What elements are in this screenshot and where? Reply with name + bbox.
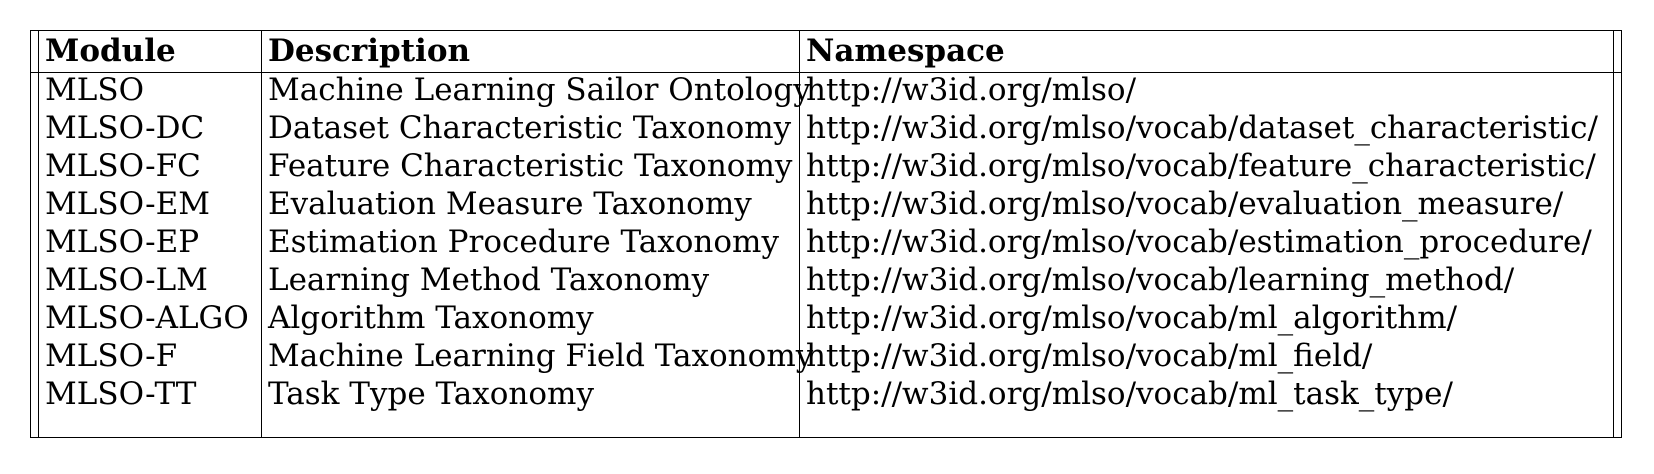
- cell-module: MLSO-F: [45, 338, 178, 374]
- cell-description: Machine Learning Sailor Ontology: [268, 72, 811, 108]
- cell-module: MLSO-FC: [45, 148, 201, 184]
- cell-module: MLSO-LM: [45, 262, 208, 298]
- cell-namespace: http://w3id.org/mlso/vocab/ml_task_type/: [806, 376, 1453, 412]
- table-right-outer-rule: [1621, 31, 1622, 437]
- cell-namespace: http://w3id.org/mlso/vocab/estimation_pr…: [806, 224, 1592, 260]
- cell-description: Estimation Procedure Taxonomy: [268, 224, 779, 260]
- cell-namespace: http://w3id.org/mlso/vocab/learning_meth…: [806, 262, 1515, 298]
- cell-module: MLSO-ALGO: [45, 300, 249, 336]
- header-module: Module: [45, 33, 176, 69]
- table-left-inner-rule: [38, 31, 39, 437]
- cell-module: MLSO-EP: [45, 224, 200, 260]
- cell-namespace: http://w3id.org/mlso/vocab/ml_field/: [806, 338, 1373, 374]
- cell-namespace: http://w3id.org/mlso/vocab/evaluation_me…: [806, 186, 1564, 222]
- cell-description: Feature Characteristic Taxonomy: [268, 148, 793, 184]
- header-description: Description: [268, 33, 471, 69]
- cell-module: MLSO-TT: [45, 376, 197, 412]
- cell-description: Evaluation Measure Taxonomy: [268, 186, 752, 222]
- cell-namespace: http://w3id.org/mlso/: [806, 72, 1137, 108]
- table-right-inner-rule: [1613, 31, 1614, 437]
- cell-module: MLSO: [45, 72, 144, 108]
- cell-description: Machine Learning Field Taxonomy: [268, 338, 814, 374]
- cell-namespace: http://w3id.org/mlso/vocab/dataset_chara…: [806, 110, 1598, 146]
- cell-module: MLSO-EM: [45, 186, 210, 222]
- column-divider-module-description: [261, 31, 262, 437]
- table-left-outer-rule: [30, 31, 31, 437]
- cell-namespace: http://w3id.org/mlso/vocab/ml_algorithm/: [806, 300, 1458, 336]
- cell-description: Learning Method Taxonomy: [268, 262, 710, 298]
- header-namespace: Namespace: [806, 33, 1005, 69]
- header-separator: [30, 72, 1622, 73]
- cell-description: Dataset Characteristic Taxonomy: [268, 110, 792, 146]
- cell-description: Task Type Taxonomy: [268, 376, 594, 412]
- cell-description: Algorithm Taxonomy: [268, 300, 594, 336]
- modules-table: Module Description Namespace MLSO Machine…: [30, 30, 1622, 438]
- cell-module: MLSO-DC: [45, 110, 205, 146]
- column-divider-description-namespace: [799, 31, 800, 437]
- cell-namespace: http://w3id.org/mlso/vocab/feature_chara…: [806, 148, 1596, 184]
